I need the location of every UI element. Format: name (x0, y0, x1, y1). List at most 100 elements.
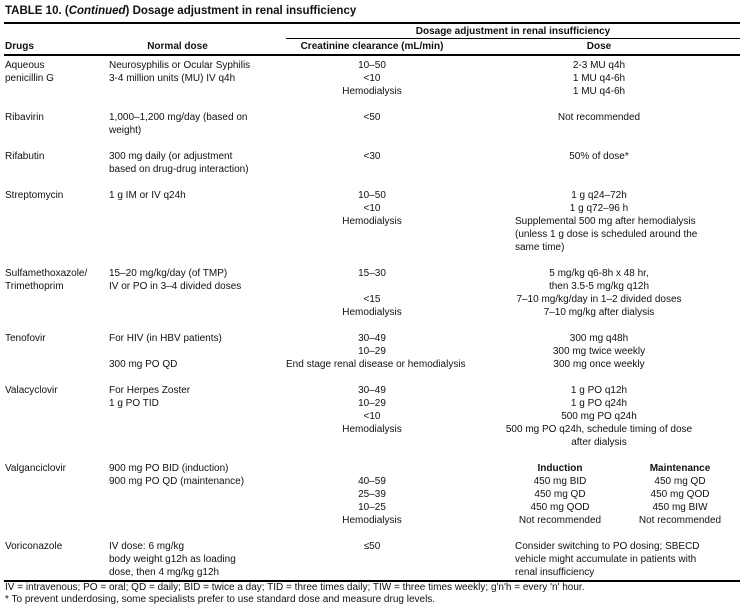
cell-line (286, 462, 458, 475)
cell-line: 450 mg QD (534, 489, 586, 500)
cell-line: 10–25 (358, 502, 386, 513)
cell-drug-name: Streptomycin (4, 189, 109, 254)
col-header-drugs: Drugs (5, 41, 34, 52)
cell-line: End stage renal disease or hemodialysis (286, 359, 466, 370)
table-row: Aqueous penicillin G Neurosyphilis or Ocul… (4, 59, 740, 98)
cell-line: 900 mg PO QD (maintenance) (109, 476, 245, 487)
cell-line: For HIV (in HBV patients) (109, 333, 222, 344)
cell-line: based on drug-drug interaction) (109, 164, 249, 175)
footnote-abbreviations: IV = intravenous; PO = oral; QD = daily;… (5, 581, 585, 593)
cell-line: Hemodialysis (342, 307, 402, 318)
table-row: Ribavirin 1,000–1,200 mg/day (based on wei… (4, 111, 740, 137)
cell-line: 300 mg daily (or adjustment (109, 151, 233, 162)
cell-dose: 50% of dose* (458, 150, 740, 176)
cell-line: Sulfamethoxazole/ (5, 268, 88, 279)
cell-line: Hemodialysis (342, 515, 402, 526)
col-header-dose: Dose (586, 41, 612, 52)
cell-line: after dialysis (571, 437, 627, 448)
cell-line: Hemodialysis (342, 216, 402, 227)
table-row: Valacyclovir For Herpes Zoster 1 g PO TID 3… (4, 384, 740, 449)
cell-line: Voriconazole (5, 541, 63, 552)
cell-creatinine-clearance: <30 (286, 150, 458, 176)
cell-line: <30 (363, 151, 381, 162)
cell-line: <10 (363, 73, 381, 84)
title-rule (4, 22, 740, 24)
cell-line: 2-3 MU q4h (572, 60, 626, 71)
table-row: Rifabutin 300 mg daily (or adjustment base… (4, 150, 740, 176)
cell-line: 1 g PO q24h (570, 398, 628, 409)
cell-creatinine-clearance: ≤50 (286, 540, 458, 579)
cell-line: Neurosyphilis or Ocular Syphilis (109, 60, 251, 71)
cell-dose: 5 mg/kg q6-8h x 48 hr, then 3.5-5 mg/kg q… (458, 267, 740, 319)
cell-line: Not recommended (638, 515, 722, 526)
dose-induction-subcol: Induction 450 mg BID 450 mg QD 450 mg QOD No… (458, 462, 620, 527)
cell-line: 50% of dose* (569, 151, 629, 162)
cell-line: 1 g q72–96 h (569, 203, 629, 214)
cell-line: Hemodialysis (342, 424, 402, 435)
cell-line: 1 g PO TID (109, 398, 159, 409)
table-row: Streptomycin 1 g IM or IV q24h 10–50 <10 Hem… (4, 189, 740, 254)
span-header-row: Dosage adjustment in renal insufficiency (4, 24, 740, 39)
cell-normal-dose: Neurosyphilis or Ocular Syphilis 3-4 mill… (109, 59, 286, 98)
cell-normal-dose: For Herpes Zoster 1 g PO TID (109, 384, 286, 449)
cell-line: Not recommended (557, 112, 641, 123)
header-rule (4, 54, 740, 56)
cell-line: 450 mg QD (654, 476, 706, 487)
cell-drug-name: Valacyclovir (4, 384, 109, 449)
cell-normal-dose: 15–20 mg/kg/day (of TMP) IV or PO in 3–4 … (109, 267, 286, 319)
cell-line: For Herpes Zoster (109, 385, 191, 396)
cell-line: <15 (363, 294, 381, 305)
cell-creatinine-clearance: 10–50 <10 Hemodialysis (286, 59, 458, 98)
cell-line: 7–10 mg/kg after dialysis (543, 307, 655, 318)
footnote-asterisk: * To prevent underdosing, some specialis… (5, 593, 436, 605)
cell-line: 900 mg PO BID (induction) (109, 463, 229, 474)
cell-line: Not recommended (518, 515, 602, 526)
cell-line: Trimethoprim (5, 281, 64, 292)
cell-drug-name: Aqueous penicillin G (4, 59, 109, 98)
cell-line: Valganciclovir (5, 463, 66, 474)
cell-line: 15–20 mg/kg/day (of TMP) (109, 268, 228, 279)
footer-rule (4, 580, 740, 582)
cell-line: 10–50 (358, 190, 386, 201)
cell-creatinine-clearance: 30–49 10–29 End stage renal disease or hem… (286, 332, 466, 371)
span-header-dosage-adjustment: Dosage adjustment in renal insufficiency (286, 24, 740, 39)
cell-line: 30–49 (358, 385, 386, 396)
cell-line: IV dose: 6 mg/kg (109, 541, 185, 552)
cell-line: 500 mg PO q24h (561, 411, 637, 422)
cell-line: 25–39 (358, 489, 386, 500)
span-header-spacer (4, 24, 286, 39)
cell-line: (unless 1 g dose is scheduled around the (515, 229, 698, 240)
cell-line (286, 280, 458, 293)
cell-creatinine-clearance: 10–50 <10 Hemodialysis (286, 189, 458, 254)
cell-line: Valacyclovir (5, 385, 58, 396)
cell-line: 300 mg once weekly (553, 359, 645, 370)
cell-drug-name: Valganciclovir (4, 462, 109, 527)
cell-line: dose, then 4 mg/kg g12h (109, 567, 220, 578)
cell-line: 10–29 (358, 346, 386, 357)
cell-normal-dose: 900 mg PO BID (induction) 900 mg PO QD (m… (109, 462, 286, 527)
cell-line: <10 (363, 203, 381, 214)
cell-line: <50 (363, 112, 381, 123)
cell-line: Induction (537, 463, 583, 474)
cell-line: 30–49 (358, 333, 386, 344)
cell-line: 1,000–1,200 mg/day (based on (109, 112, 248, 123)
cell-line: 1 g PO q12h (570, 385, 628, 396)
cell-creatinine-clearance: <50 (286, 111, 458, 137)
cell-line: Tenofovir (5, 333, 46, 344)
dose-maintenance-subcol: Maintenance 450 mg QD 450 mg QOD 450 mg BIW… (620, 462, 740, 527)
cell-normal-dose: For HIV (in HBV patients) 300 mg PO QD (109, 332, 286, 371)
table-body: Aqueous penicillin G Neurosyphilis or Ocul… (4, 59, 740, 579)
cell-line: body weight g12h as loading (109, 554, 236, 565)
cell-line: then 3.5-5 mg/kg q12h (548, 281, 650, 292)
cell-line: penicillin G (5, 73, 54, 84)
cell-line: renal insufficiency (515, 567, 595, 578)
cell-line: 450 mg BIW (652, 502, 708, 513)
cell-line: ≤50 (363, 541, 381, 552)
cell-line: 1 g q24–72h (571, 190, 627, 201)
cell-dose: 300 mg q48h 300 mg twice weekly 300 mg onc… (458, 332, 740, 371)
cell-dose: Consider switching to PO dosing; SBECD ve… (458, 540, 740, 579)
cell-line: 500 mg PO q24h, schedule timing of dose (505, 424, 693, 435)
cell-dose: Induction 450 mg BID 450 mg QD 450 mg QOD No… (458, 462, 740, 527)
cell-dose: Not recommended (458, 111, 740, 137)
cell-line: 300 mg twice weekly (552, 346, 646, 357)
